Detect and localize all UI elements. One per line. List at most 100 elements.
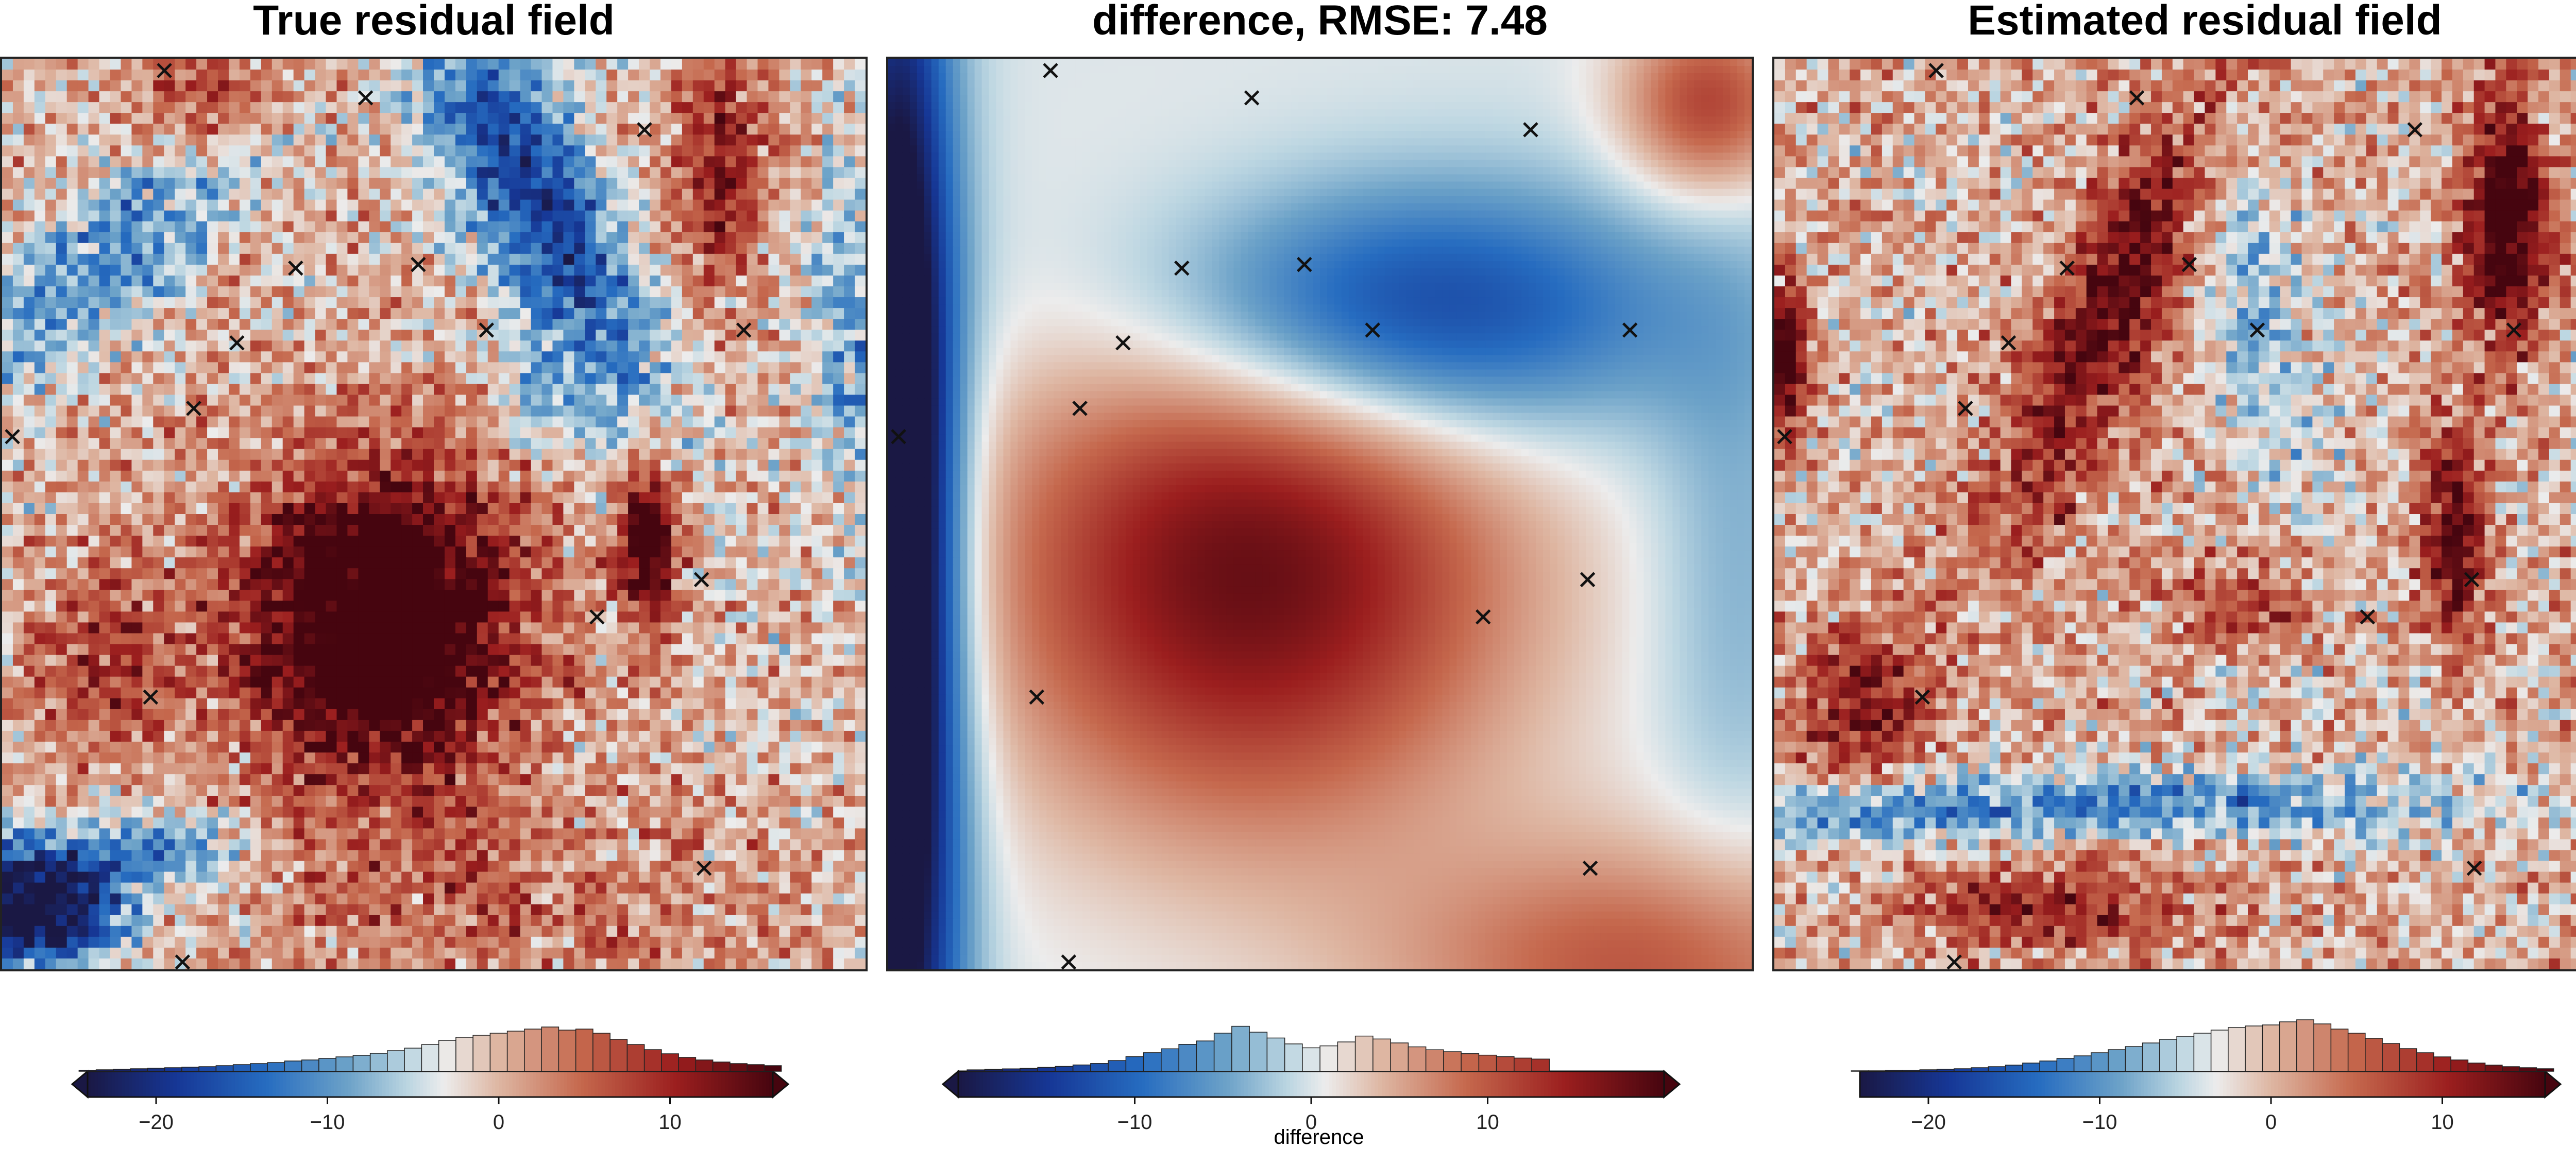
true-residual-cell bbox=[218, 546, 229, 558]
true-residual-cell bbox=[606, 134, 618, 146]
true-residual-cell bbox=[455, 102, 467, 114]
true-residual-cell bbox=[250, 70, 262, 81]
true-residual-cell bbox=[401, 189, 413, 200]
true-residual-cell bbox=[261, 687, 273, 699]
true-residual-cell bbox=[617, 384, 629, 396]
true-residual-cell bbox=[142, 102, 154, 114]
true-residual-cell bbox=[401, 644, 413, 656]
true-residual-cell bbox=[585, 59, 597, 70]
true-residual-cell bbox=[466, 546, 478, 558]
true-residual-cell bbox=[833, 665, 844, 677]
true-residual-cell bbox=[56, 655, 67, 666]
true-residual-cell bbox=[23, 644, 35, 656]
true-residual-cell bbox=[563, 156, 575, 168]
true-residual-cell bbox=[380, 232, 391, 244]
true-residual-cell bbox=[574, 134, 586, 146]
true-residual-cell bbox=[682, 59, 693, 70]
true-residual-cell bbox=[347, 134, 359, 146]
true-residual-cell bbox=[628, 416, 639, 428]
true-residual-cell bbox=[164, 644, 175, 656]
true-residual-cell bbox=[844, 156, 855, 168]
true-residual-cell bbox=[434, 297, 445, 309]
true-residual-cell bbox=[617, 351, 629, 363]
true-residual-cell bbox=[466, 503, 478, 515]
true-residual-cell bbox=[444, 319, 456, 330]
true-residual-cell bbox=[855, 80, 866, 92]
true-residual-cell bbox=[293, 536, 305, 547]
true-residual-cell bbox=[358, 384, 370, 396]
true-residual-cell bbox=[757, 275, 769, 287]
true-residual-cell bbox=[725, 232, 737, 244]
true-residual-cell bbox=[606, 167, 618, 179]
true-residual-cell bbox=[434, 319, 445, 330]
true-residual-cell bbox=[347, 546, 359, 558]
true-residual-cell bbox=[34, 720, 46, 731]
true-residual-cell bbox=[520, 546, 532, 558]
true-residual-cell bbox=[671, 459, 683, 471]
true-residual-cell bbox=[574, 199, 586, 211]
true-residual-cell bbox=[639, 253, 650, 265]
true-residual-cell bbox=[477, 156, 488, 168]
true-residual-cell bbox=[606, 189, 618, 200]
true-residual-cell bbox=[617, 275, 629, 287]
true-residual-cell bbox=[779, 590, 791, 602]
true-residual-cell bbox=[99, 210, 111, 222]
true-residual-cell bbox=[77, 449, 89, 460]
true-residual-cell bbox=[703, 536, 715, 547]
true-residual-cell bbox=[455, 232, 467, 244]
true-residual-cell bbox=[164, 134, 175, 146]
true-residual-cell bbox=[509, 340, 521, 352]
true-residual-cell bbox=[477, 720, 488, 731]
true-residual-cell bbox=[99, 536, 111, 547]
true-residual-cell bbox=[444, 546, 456, 558]
true-residual-cell bbox=[444, 492, 456, 504]
true-residual-cell bbox=[185, 525, 197, 536]
true-residual-cell bbox=[466, 655, 478, 666]
true-residual-cell bbox=[692, 384, 704, 396]
true-residual-cell bbox=[455, 351, 467, 363]
true-residual-cell bbox=[142, 633, 154, 645]
true-residual-cell bbox=[304, 601, 316, 612]
true-residual-cell bbox=[185, 124, 197, 135]
true-residual-cell bbox=[757, 319, 769, 330]
true-residual-cell bbox=[703, 644, 715, 656]
true-residual-cell bbox=[12, 340, 24, 352]
true-residual-cell bbox=[110, 102, 122, 114]
true-residual-cell bbox=[520, 579, 532, 591]
true-residual-cell bbox=[714, 514, 726, 525]
true-residual-cell bbox=[293, 514, 305, 525]
true-residual-cell bbox=[153, 308, 165, 319]
true-residual-cell bbox=[250, 102, 262, 114]
true-residual-cell bbox=[466, 70, 478, 81]
true-residual-cell bbox=[790, 167, 802, 179]
true-residual-cell bbox=[77, 579, 89, 591]
true-residual-cell bbox=[703, 156, 715, 168]
true-residual-cell bbox=[520, 199, 532, 211]
true-residual-cell bbox=[45, 633, 57, 645]
true-residual-cell bbox=[336, 644, 348, 656]
true-residual-cell bbox=[412, 351, 423, 363]
true-residual-cell bbox=[455, 481, 467, 493]
true-residual-cell bbox=[88, 373, 100, 385]
true-residual-cell bbox=[801, 340, 812, 352]
true-residual-cell bbox=[34, 416, 46, 428]
true-residual-cell bbox=[153, 633, 165, 645]
true-residual-cell bbox=[531, 340, 543, 352]
true-residual-cell bbox=[175, 395, 186, 406]
true-residual-cell bbox=[855, 319, 866, 330]
true-residual-cell bbox=[639, 644, 650, 656]
true-residual-cell bbox=[423, 286, 434, 298]
true-residual-cell bbox=[444, 373, 456, 385]
true-residual-cell bbox=[585, 590, 597, 602]
true-residual-cell bbox=[477, 102, 488, 114]
true-residual-cell bbox=[304, 102, 316, 114]
true-residual-cells bbox=[2, 59, 866, 969]
true-residual-cell bbox=[520, 102, 532, 114]
true-residual-cell bbox=[574, 405, 586, 417]
true-residual-cell bbox=[703, 178, 715, 190]
true-residual-cell bbox=[239, 297, 251, 309]
true-residual-cell bbox=[66, 189, 78, 200]
true-residual-cell bbox=[596, 449, 607, 460]
true-residual-cell bbox=[185, 427, 197, 439]
true-residual-cell bbox=[434, 264, 445, 276]
